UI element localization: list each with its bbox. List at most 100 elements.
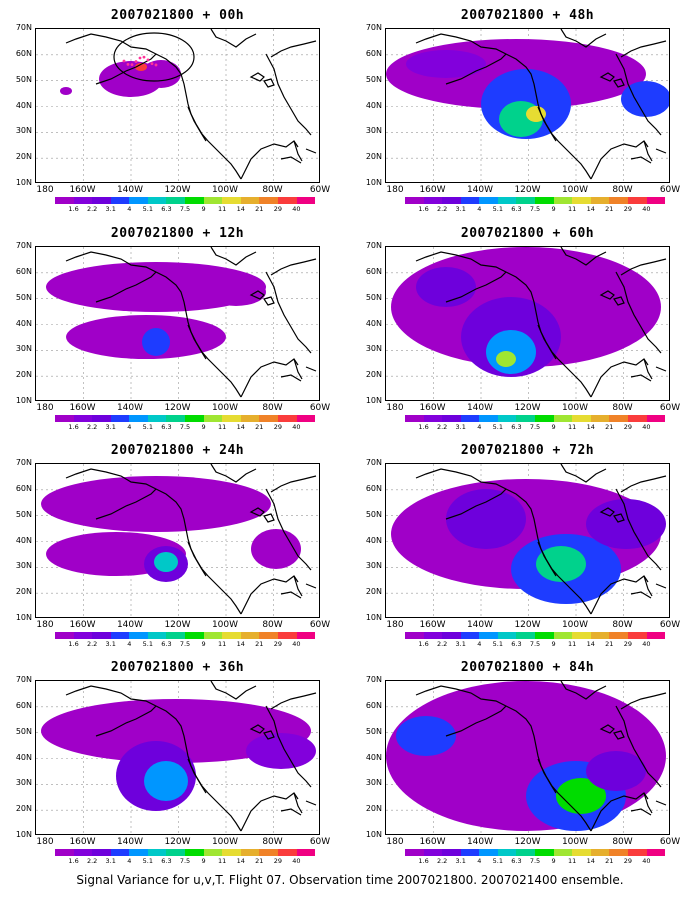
latitude-tick-label: 10N	[365, 830, 382, 839]
colorbar-label: 29	[623, 640, 632, 648]
colorbar-label: 40	[292, 857, 301, 865]
longitude-tick-label: 120W	[514, 185, 541, 195]
coastline	[630, 575, 667, 599]
colorbar-label: 6.3	[161, 423, 172, 431]
longitude-tick-label: 140W	[466, 185, 494, 195]
latitude-tick-label: 70N	[15, 241, 32, 250]
colorbar-swatch	[147, 849, 167, 856]
variance-contour	[41, 699, 311, 763]
colorbar-swatch	[405, 415, 424, 422]
colorbar-label: 40	[642, 857, 651, 865]
colorbar-swatch	[73, 849, 93, 856]
coastline	[599, 507, 625, 523]
observation-point	[134, 60, 138, 63]
colorbar-swatch	[497, 632, 517, 639]
colorbar-label: 11	[218, 857, 227, 865]
colorbar	[55, 415, 316, 422]
panel-title: 2007021800 + 48h	[460, 8, 595, 23]
latitude-tick-label: 50N	[365, 726, 382, 736]
colorbar-label: 6.3	[511, 423, 522, 431]
longitude-tick-label: 120W	[514, 837, 541, 847]
colorbar-label: 21	[255, 423, 264, 431]
panel-title: 2007021800 + 12h	[110, 226, 245, 241]
colorbar-swatch	[497, 415, 517, 422]
longitude-tick-label: 60W	[659, 837, 681, 847]
colorbar-label: 3.1	[105, 640, 116, 648]
colorbar-label: 40	[292, 205, 301, 213]
colorbar-label: 29	[273, 857, 282, 865]
coastline	[240, 575, 299, 615]
colorbar-label: 1.6	[68, 857, 79, 865]
colorbar-swatch	[516, 415, 536, 422]
colorbar	[405, 415, 666, 422]
colorbar-label: 14	[236, 205, 245, 213]
colorbar-swatch	[535, 197, 554, 204]
longitude-tick-label: 80W	[262, 403, 283, 413]
coastline	[560, 681, 667, 788]
latitude-tick-label: 60N	[365, 700, 382, 710]
longitude-tick-label: 60W	[309, 620, 331, 630]
longitude-tick-label: 80W	[612, 837, 633, 847]
colorbar-label: 6.3	[161, 640, 172, 648]
colorbar-label: 1.6	[418, 857, 429, 865]
observation-point	[142, 55, 146, 59]
longitude-tick-label: 120W	[514, 620, 541, 630]
colorbar-label: 4	[127, 423, 132, 431]
colorbar-swatch	[590, 197, 610, 204]
latitude-tick-label: 10N	[15, 396, 32, 405]
map-svg	[36, 681, 319, 834]
colorbar-swatch	[203, 632, 223, 639]
longitude-tick-label: 120W	[514, 403, 541, 413]
latitude-tick-label: 70N	[365, 23, 382, 32]
colorbar-label: 6.3	[511, 857, 522, 865]
coastline	[249, 507, 275, 523]
latitude-tick-label: 40N	[365, 318, 382, 328]
colorbar-swatch	[590, 632, 610, 639]
colorbar	[55, 849, 316, 856]
colorbar-swatch	[110, 632, 130, 639]
longitude-tick-label: 100W	[211, 620, 239, 630]
colorbar-swatch	[92, 197, 111, 204]
colorbar-label: 7.5	[529, 423, 541, 431]
colorbar-label: 5.1	[142, 640, 154, 648]
colorbar-swatch	[185, 849, 204, 856]
colorbar-swatch	[92, 415, 111, 422]
latitude-tick-label: 20N	[15, 804, 32, 814]
colorbar-swatch	[110, 849, 130, 856]
colorbar-swatch	[460, 849, 480, 856]
colorbar-label: 4	[477, 640, 482, 648]
colorbar-label: 29	[273, 640, 282, 648]
latitude-tick-label: 10N	[365, 613, 382, 622]
coastline	[240, 140, 299, 180]
colorbar-swatch	[479, 415, 498, 422]
colorbar-swatch	[55, 632, 74, 639]
latitude-tick-label: 70N	[365, 675, 382, 684]
colorbar-swatch	[572, 415, 591, 422]
latitude-tick-label: 50N	[15, 509, 32, 519]
colorbar	[55, 632, 316, 639]
coastline	[590, 140, 649, 180]
colorbar-label: 2.2	[436, 423, 448, 431]
colorbar-label: 2.2	[86, 423, 98, 431]
colorbar-label: 7.5	[179, 857, 191, 865]
colorbar-swatch	[185, 632, 204, 639]
colorbar-swatch	[147, 632, 167, 639]
map-plot-area	[35, 680, 320, 835]
colorbar-label: 1.6	[418, 423, 429, 431]
colorbar-swatch	[185, 415, 204, 422]
coastline	[599, 72, 625, 88]
longitude-tick-label: 60W	[309, 837, 331, 847]
colorbar-swatch	[73, 632, 93, 639]
colorbar-swatch	[609, 849, 628, 856]
coastline	[599, 290, 625, 306]
colorbar-label: 21	[605, 423, 614, 431]
colorbar-label: 2.2	[436, 640, 448, 648]
colorbar-label: 9	[201, 205, 206, 213]
longitude-tick-label: 160W	[419, 403, 446, 413]
colorbar-swatch	[296, 632, 316, 639]
colorbar-swatch	[240, 849, 260, 856]
colorbar-label: 40	[292, 640, 301, 648]
longitude-tick-label: 160W	[69, 620, 96, 630]
map-panel: 2007021800 + 36h 70N 60N 50N 40N 30N 20N 10N 180…	[16, 660, 335, 875]
panel-title: 2007021800 + 00h	[110, 8, 245, 23]
